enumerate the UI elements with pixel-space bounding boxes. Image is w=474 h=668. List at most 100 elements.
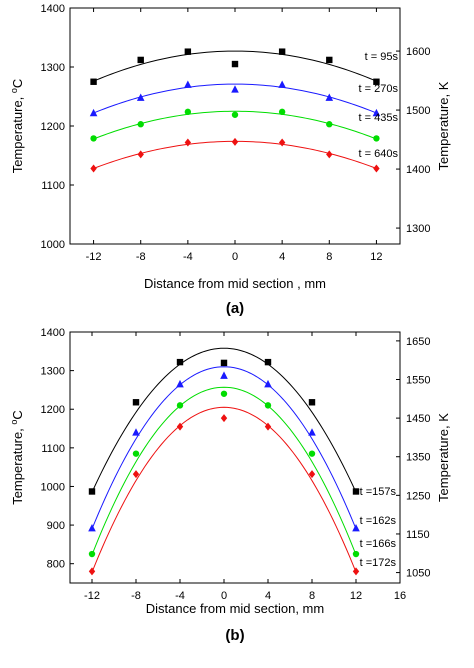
y-tick-label: 1000 (41, 239, 65, 251)
data-point (132, 470, 140, 479)
data-point (220, 390, 228, 397)
y2-tick-label: 1050 (406, 568, 430, 580)
x-tick-label: 12 (350, 590, 362, 602)
y-tick-label: 800 (47, 559, 65, 571)
data-point (326, 150, 333, 159)
y-tick-label: 900 (47, 520, 65, 532)
data-point (326, 56, 333, 64)
data-point (278, 48, 286, 55)
chart-panel-a: -12 -8 -4 0 4 8 12 1000 1100 1200 1300 1400 1300 1400… (9, 3, 451, 317)
series-label: t =157s (360, 486, 397, 498)
y2-axis-label: Temperature, K (436, 81, 451, 170)
data-point (231, 85, 239, 93)
data-point (352, 567, 360, 576)
y2-axis-label: Temperature, K (436, 413, 451, 502)
data-point (176, 358, 184, 366)
series-label: t = 640s (359, 148, 399, 160)
y2-tick-label: 1500 (406, 105, 430, 117)
x-tick-label: -8 (131, 590, 141, 602)
y-tick-label: 1200 (41, 404, 65, 416)
data-point (184, 108, 192, 116)
x-tick-label: -4 (183, 251, 193, 263)
data-point (90, 135, 97, 142)
y2-tick-label: 1400 (406, 164, 430, 176)
data-point (352, 488, 360, 495)
x-axis-label: Distance from mid section , mm (144, 276, 326, 291)
x-tick-label: 0 (232, 251, 238, 263)
series-label: t = 270s (359, 83, 399, 95)
x-tick-label: 4 (279, 251, 285, 263)
data-point (88, 567, 96, 576)
panel-label: (b) (225, 627, 244, 644)
series-label: t =166s (360, 538, 397, 550)
panel-label: (a) (226, 300, 244, 317)
y-tick-label: 1100 (41, 180, 65, 192)
data-point (231, 137, 239, 146)
data-point (372, 108, 381, 117)
series-label: t =172s (360, 557, 397, 569)
data-point (176, 422, 184, 431)
x-tick-label: 8 (309, 590, 315, 602)
y2-tick-label: 1450 (406, 413, 430, 425)
y-tick-label: 1300 (41, 366, 65, 378)
data-point (373, 78, 380, 85)
data-point (137, 150, 144, 159)
y2-tick-label: 1550 (406, 374, 430, 386)
y2-tick-label: 1600 (406, 46, 430, 58)
x-tick-label: -12 (86, 251, 102, 263)
plot-frame (69, 7, 401, 245)
data-point (278, 108, 286, 116)
data-point (176, 402, 184, 409)
data-point (308, 428, 316, 436)
x-tick-label: -4 (175, 590, 185, 602)
series-label: t = 95s (365, 51, 399, 63)
x-tick-label: 4 (265, 590, 271, 602)
y-tick-label: 1400 (41, 3, 65, 15)
data-point (184, 80, 192, 88)
data-point (264, 379, 272, 388)
series-label: t =162s (360, 515, 397, 527)
x-tick-label: 16 (394, 590, 406, 602)
data-point (88, 488, 96, 495)
x-tick-label: 8 (326, 251, 332, 263)
data-point (137, 121, 144, 128)
data-point (184, 138, 192, 147)
x-axis-label: Distance from mid section, mm (146, 601, 324, 616)
data-point (308, 450, 316, 457)
data-point (352, 523, 360, 532)
data-point (264, 402, 272, 409)
data-point (132, 399, 140, 406)
data-point (325, 93, 334, 101)
fit-curve-1 (93, 50, 377, 82)
data-point (90, 164, 97, 173)
series-label: t = 435s (359, 112, 399, 124)
data-point (90, 78, 97, 85)
y2-tick-label: 1150 (406, 529, 430, 541)
x-tick-label: 12 (370, 251, 382, 263)
data-point (89, 108, 98, 117)
data-point (220, 371, 228, 379)
y2-tick-label: 1300 (406, 223, 430, 235)
data-point (88, 523, 96, 532)
x-tick-label: -12 (84, 590, 100, 602)
y2-tick-label: 1350 (406, 452, 430, 464)
data-point (88, 550, 96, 558)
plot-frame (69, 331, 401, 584)
data-point (184, 48, 192, 55)
y-tick-label: 1000 (41, 481, 65, 493)
data-point (373, 135, 380, 142)
data-point (137, 56, 144, 64)
data-point (308, 399, 316, 406)
data-point (352, 550, 360, 558)
data-point (231, 111, 239, 118)
data-point (373, 164, 380, 173)
fit-curve-2 (91, 366, 357, 530)
y-axis-label: Temperature, oC (9, 410, 25, 505)
data-point (308, 470, 316, 479)
data-point (264, 422, 272, 431)
y-tick-label: 1300 (41, 62, 65, 74)
data-point (326, 121, 333, 128)
x-tick-label: -8 (136, 251, 146, 263)
fit-curve-3 (91, 386, 357, 555)
fit-curve-1 (91, 347, 357, 493)
